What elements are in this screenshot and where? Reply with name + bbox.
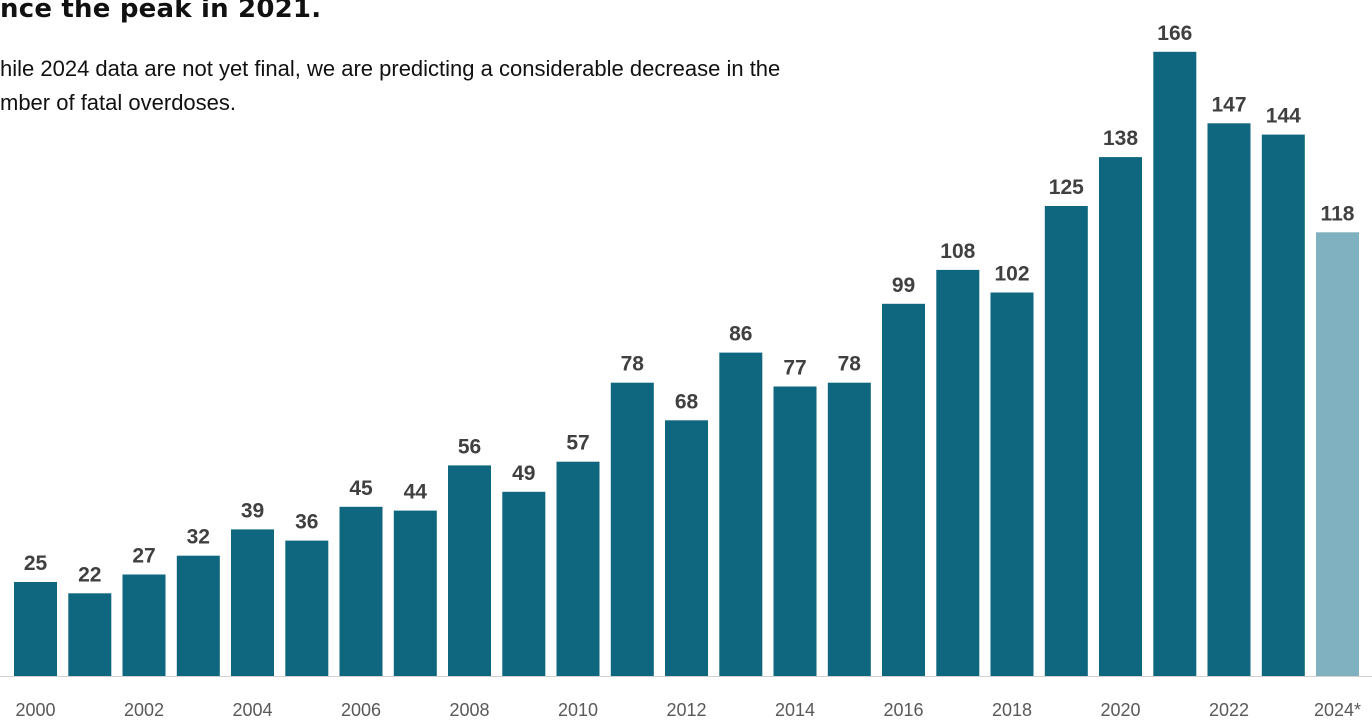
data-label-2003: 32 <box>187 526 210 549</box>
bar-2013 <box>719 352 763 676</box>
chart-title: nce the peak in 2021. <box>0 0 322 24</box>
data-label-2012: 68 <box>675 390 699 413</box>
bar-2000 <box>14 582 57 676</box>
data-label-2016: 99 <box>892 274 915 297</box>
data-label-2014: 77 <box>783 357 806 380</box>
bar-2009 <box>502 491 546 676</box>
bar-2022 <box>1207 123 1251 677</box>
bar-2015 <box>827 382 871 676</box>
bar-2007 <box>393 510 437 676</box>
bars-group <box>14 51 1359 677</box>
data-label-2009: 49 <box>512 462 535 485</box>
bar-2023 <box>1261 134 1305 677</box>
bar-2020 <box>1099 157 1142 677</box>
data-label-2020: 138 <box>1103 127 1138 150</box>
x-tick-label-2020: 2020 <box>1100 700 1140 720</box>
chart-subtitle: hile 2024 data are not yet final, we are… <box>0 52 990 120</box>
data-label-2024-estimate: 118 <box>1321 202 1355 225</box>
data-label-2015: 78 <box>838 353 862 376</box>
x-tick-label-2010: 2010 <box>558 700 598 720</box>
x-tick-label-2018: 2018 <box>992 700 1032 720</box>
data-label-2019: 125 <box>1049 176 1084 199</box>
bar-2016 <box>882 303 925 676</box>
bar-2011 <box>610 382 654 676</box>
data-label-2018: 102 <box>994 263 1029 286</box>
data-label-2023: 144 <box>1266 105 1301 128</box>
bar-2024-estimate <box>1316 232 1359 677</box>
bar-2010 <box>556 461 600 676</box>
data-label-2013: 86 <box>729 323 752 346</box>
bar-2017 <box>936 269 980 676</box>
data-label-2011: 78 <box>621 353 645 376</box>
x-tick-label-2012: 2012 <box>666 700 706 720</box>
x-tick-label-2000: 2000 <box>15 700 55 720</box>
x-tick-label-2004: 2004 <box>232 700 272 720</box>
x-tick-label-2016: 2016 <box>883 700 923 720</box>
x-tick-labels-group: 2000 2002 2004 2006 2008 2010 2012 2014 2016 2018… <box>15 700 1361 720</box>
data-label-2007: 44 <box>404 481 428 504</box>
data-label-2002: 27 <box>132 545 155 568</box>
data-label-2017: 108 <box>940 240 975 263</box>
x-tick-label-2008: 2008 <box>449 700 489 720</box>
bar-2003 <box>176 555 220 676</box>
bar-2004 <box>231 529 274 676</box>
bar-2008 <box>448 465 491 676</box>
data-label-2001: 22 <box>78 563 101 586</box>
bar-2006 <box>339 506 383 676</box>
x-tick-label-2024-estimate: 2024* <box>1314 700 1361 720</box>
data-label-2004: 39 <box>241 499 264 522</box>
x-tick-label-2014: 2014 <box>775 700 815 720</box>
data-label-2000: 25 <box>24 552 48 575</box>
data-label-2021: 166 <box>1157 22 1192 45</box>
data-label-2010: 57 <box>566 432 589 455</box>
bar-2019 <box>1044 206 1088 676</box>
data-labels-group: 25 22 27 32 39 36 45 44 56 49 57 78 68 86 77 78 99 108 102… <box>24 22 1355 586</box>
data-label-2022: 147 <box>1211 93 1246 116</box>
bar-2002 <box>122 574 166 676</box>
data-label-2006: 45 <box>349 477 373 500</box>
x-tick-label-2006: 2006 <box>341 700 381 720</box>
x-tick-label-2022: 2022 <box>1209 700 1249 720</box>
bar-2001 <box>68 593 112 676</box>
bar-2021 <box>1153 51 1197 677</box>
data-label-2008: 56 <box>458 435 481 458</box>
bar-2012 <box>665 420 708 676</box>
subtitle-line-1: hile 2024 data are not yet final, we are… <box>0 56 781 81</box>
x-tick-label-2002: 2002 <box>124 700 164 720</box>
data-label-2005: 36 <box>295 511 318 534</box>
subtitle-line-2: mber of fatal overdoses. <box>0 90 237 115</box>
bar-2018 <box>990 292 1034 676</box>
bar-2014 <box>773 386 817 676</box>
bar-2005 <box>285 540 329 676</box>
